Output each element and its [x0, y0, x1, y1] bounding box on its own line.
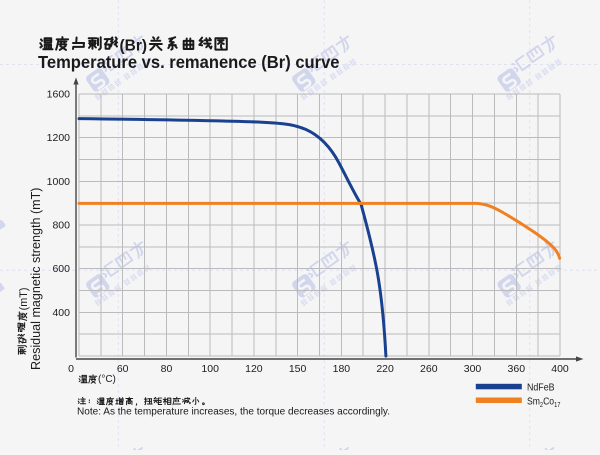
svg-text:600: 600: [52, 263, 70, 275]
svg-text:1600: 1600: [47, 89, 71, 101]
svg-text:400: 400: [551, 363, 569, 375]
svg-text:Temperature vs. remanence (Br): Temperature vs. remanence (Br) curve: [38, 52, 340, 72]
svg-text:Residual magnetic strength (mT: Residual magnetic strength (mT): [29, 188, 43, 371]
svg-text:220: 220: [376, 363, 394, 375]
svg-text:Sm2Co17: Sm2Co17: [527, 396, 561, 410]
svg-text:800: 800: [52, 220, 70, 232]
svg-text:120: 120: [245, 363, 263, 375]
svg-text:360: 360: [508, 363, 526, 375]
svg-text:100: 100: [201, 363, 219, 375]
svg-text:400: 400: [52, 307, 70, 319]
svg-text:(°C): (°C): [98, 374, 116, 385]
svg-text:80: 80: [161, 363, 173, 375]
svg-text:0: 0: [68, 363, 74, 375]
svg-text:300: 300: [464, 363, 482, 375]
svg-text:NdFeB: NdFeB: [527, 382, 555, 394]
svg-text:(mT): (mT): [18, 288, 30, 311]
svg-text:260: 260: [420, 363, 438, 375]
svg-text:180: 180: [333, 363, 351, 375]
svg-text:1200: 1200: [47, 132, 71, 144]
svg-text:Note: As the temperature incre: Note: As the temperature increases, the …: [77, 407, 390, 418]
svg-text:1000: 1000: [47, 176, 71, 188]
svg-text:150: 150: [289, 363, 307, 375]
svg-text:60: 60: [117, 363, 129, 375]
svg-text:(Br): (Br): [120, 37, 148, 54]
